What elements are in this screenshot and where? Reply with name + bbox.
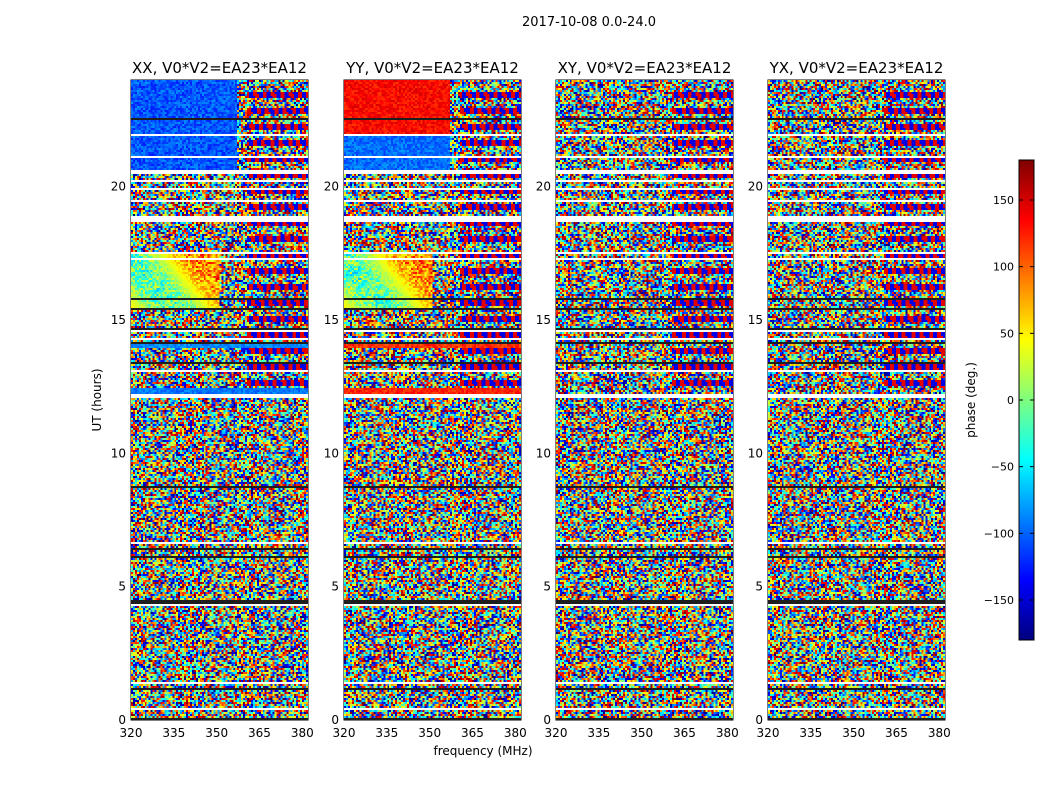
colorbar-tick-label: 50: [1000, 327, 1014, 340]
y-tick-label: 15: [111, 313, 126, 327]
y-tick-label: 0: [543, 713, 551, 727]
y-tick-label: 20: [324, 180, 339, 194]
panel-title-xy: XY, V0*V2=EA23*EA12: [558, 59, 732, 77]
y-tick-label: 0: [331, 713, 339, 727]
x-tick-label: 380: [716, 726, 739, 740]
x-tick-label: 350: [842, 726, 865, 740]
x-tick-label: 365: [248, 726, 271, 740]
x-tick-label: 365: [461, 726, 484, 740]
y-tick-label: 20: [111, 180, 126, 194]
x-tick-label: 320: [120, 726, 143, 740]
x-tick-label: 335: [162, 726, 185, 740]
panel-title-yx: YX, V0*V2=EA23*EA12: [769, 59, 944, 77]
y-tick-label: 20: [748, 180, 763, 194]
x-tick-label: 335: [375, 726, 398, 740]
y-tick-label: 0: [118, 713, 126, 727]
y-tick-label: 5: [331, 580, 339, 594]
x-tick-label: 365: [885, 726, 908, 740]
x-axis-label: frequency (MHz): [433, 744, 532, 758]
colorbar-tick-label: 0: [1007, 394, 1014, 407]
y-axis-label: UT (hours): [90, 368, 104, 431]
y-tick-label: 5: [543, 580, 551, 594]
x-tick-label: 320: [545, 726, 568, 740]
y-tick-label: 10: [111, 446, 126, 460]
x-tick-label: 350: [418, 726, 441, 740]
panel-title-xx: XX, V0*V2=EA23*EA12: [132, 59, 307, 77]
y-tick-label: 10: [324, 446, 339, 460]
y-tick-label: 10: [748, 446, 763, 460]
y-tick-label: 15: [748, 313, 763, 327]
x-tick-label: 350: [630, 726, 653, 740]
figure-suptitle: 2017-10-08 0.0-24.0: [522, 15, 656, 30]
phase-heatmap-yx: [768, 80, 945, 720]
phase-heatmap-xx: [131, 80, 308, 720]
x-tick-label: 380: [291, 726, 314, 740]
phase-heatmap-yy: [344, 80, 521, 720]
x-tick-label: 350: [205, 726, 228, 740]
y-tick-label: 5: [118, 580, 126, 594]
colorbar-tick-label: 100: [993, 261, 1014, 274]
colorbar-tick-label: 150: [993, 194, 1014, 207]
colorbar-label: phase (deg.): [964, 362, 978, 438]
x-tick-label: 320: [757, 726, 780, 740]
x-tick-label: 320: [333, 726, 356, 740]
phase-heatmap-xy: [556, 80, 733, 720]
y-tick-label: 0: [755, 713, 763, 727]
x-tick-label: 335: [799, 726, 822, 740]
colorbar-tick-label: −150: [984, 594, 1014, 607]
y-tick-label: 10: [536, 446, 551, 460]
y-tick-label: 15: [536, 313, 551, 327]
y-tick-label: 5: [755, 580, 763, 594]
colorbar-tick-label: −100: [984, 527, 1014, 540]
y-tick-label: 15: [324, 313, 339, 327]
y-tick-label: 20: [536, 180, 551, 194]
colorbar-tick-label: −50: [991, 461, 1014, 474]
x-tick-label: 365: [673, 726, 696, 740]
x-tick-label: 380: [504, 726, 527, 740]
x-tick-label: 380: [928, 726, 951, 740]
panel-title-yy: YY, V0*V2=EA23*EA12: [345, 59, 519, 77]
x-tick-label: 335: [587, 726, 610, 740]
